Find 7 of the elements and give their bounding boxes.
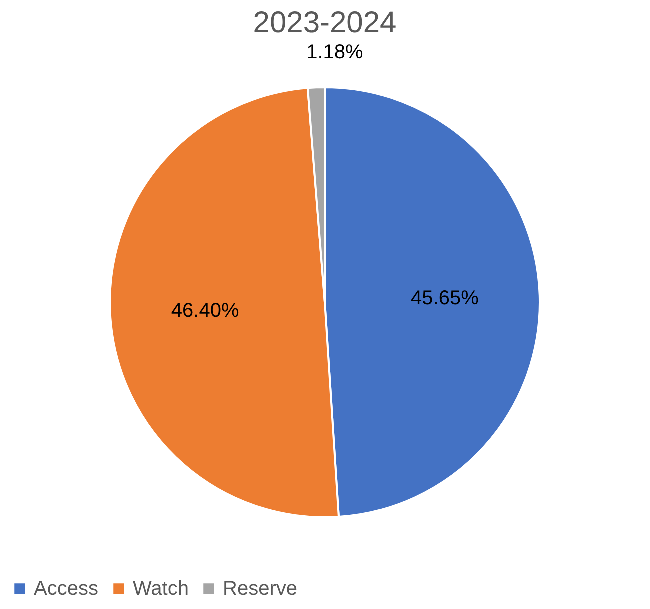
chart-title: 2023-2024	[253, 6, 397, 40]
data-label: 45.65%	[411, 288, 480, 310]
legend-label: Access	[34, 578, 98, 600]
legend-label: Reserve	[223, 578, 298, 600]
data-label: 46.40%	[171, 300, 240, 322]
data-label: 1.18%	[306, 42, 364, 64]
legend-label: Watch	[133, 578, 189, 600]
